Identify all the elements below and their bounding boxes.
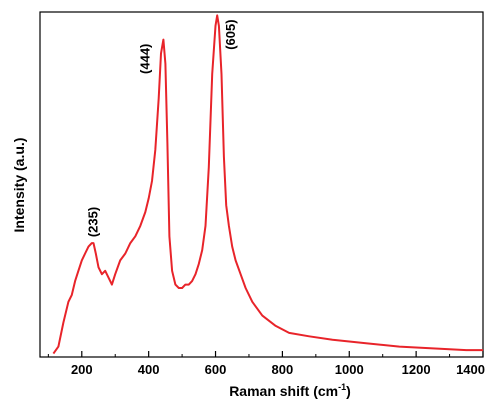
y-axis-title: Intensity (a.u.) xyxy=(11,138,27,233)
x-tick-label-200: 200 xyxy=(71,362,93,377)
x-axis-title: Raman shift (cm-1) xyxy=(229,382,351,399)
peak-label-444: (444) xyxy=(137,44,152,74)
x-axis-ticks xyxy=(47,351,484,357)
x-tick-label-400: 400 xyxy=(138,362,160,377)
x-tick-label-600: 600 xyxy=(205,362,227,377)
x-tick-label-1400: 1400 xyxy=(456,362,485,377)
x-axis-tick-labels: 200 400 600 800 1000 1200 1400 xyxy=(71,362,485,377)
x-tick-label-800: 800 xyxy=(272,362,294,377)
peak-labels: (235) (444) (605) xyxy=(85,19,238,237)
x-tick-label-1000: 1000 xyxy=(335,362,364,377)
peak-label-235: (235) xyxy=(85,207,100,237)
peak-label-605: (605) xyxy=(223,19,238,49)
raman-spectrum-line xyxy=(52,14,483,355)
x-axis-title-superscript: -1 xyxy=(338,382,346,392)
plot-frame xyxy=(39,11,484,358)
x-tick-label-1200: 1200 xyxy=(402,362,431,377)
